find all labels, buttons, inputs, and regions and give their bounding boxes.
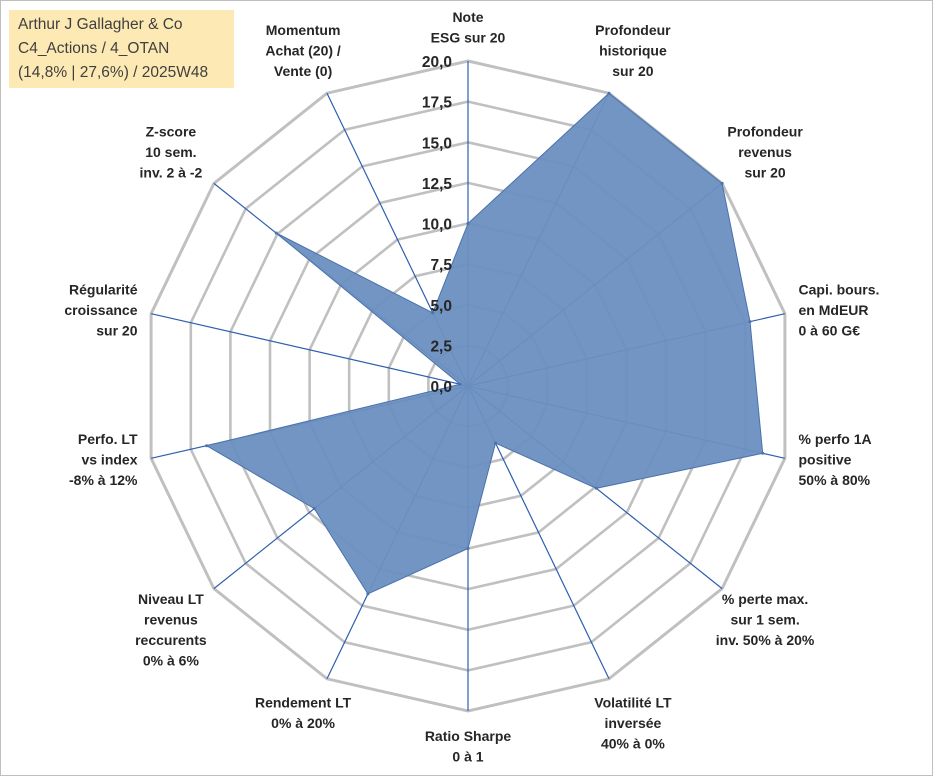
data-point bbox=[312, 507, 316, 511]
category-label: Niveau LT revenus reccurents 0% à 6% bbox=[135, 591, 207, 669]
category-label: Profondeur historique sur 20 bbox=[595, 22, 671, 79]
spoke-line bbox=[150, 313, 469, 387]
tick-label: 7,5 bbox=[430, 257, 452, 274]
tick-label: 5,0 bbox=[430, 298, 452, 315]
category-labels: Note ESG sur 20 Profondeur historique sur 20… bbox=[64, 9, 879, 765]
radial-tick-labels: 0,0 2,5 5,0 7,5 10,0 12,5 15,0 17,5 20,0 bbox=[422, 54, 453, 396]
category-label: % perte max. sur 1 sem. inv. 50% à 20% bbox=[716, 591, 815, 648]
data-point bbox=[205, 444, 209, 448]
category-label: % perfo 1A positive 50% à 80% bbox=[799, 431, 872, 488]
tick-label: 17,5 bbox=[422, 95, 453, 112]
data-point bbox=[594, 486, 598, 490]
tick-label: 0,0 bbox=[430, 379, 452, 396]
title-company: Arthur J Gallagher & Co bbox=[18, 16, 183, 33]
category-label: Ratio Sharpe 0 à 1 bbox=[425, 728, 512, 765]
category-label: Momentum Achat (20) / Vente (0) bbox=[265, 22, 341, 79]
data-point bbox=[366, 592, 370, 596]
data-point bbox=[466, 547, 470, 550]
category-label: Z-score 10 sem. inv. 2 à -2 bbox=[140, 123, 203, 180]
category-label: Régularité croissance sur 20 bbox=[64, 281, 137, 338]
category-label: Profondeur revenus sur 20 bbox=[727, 123, 803, 180]
tick-label: 15,0 bbox=[422, 135, 452, 152]
title-stats: (14,8% | 27,6%) / 2025W48 bbox=[18, 64, 209, 81]
chart-title-box: Arthur J Gallagher & Co C4_Actions / 4_O… bbox=[9, 10, 234, 88]
data-point bbox=[274, 231, 278, 235]
title-portfolio: C4_Actions / 4_OTAN bbox=[18, 40, 170, 57]
data-point bbox=[458, 382, 462, 386]
data-point bbox=[720, 181, 724, 185]
series-area bbox=[205, 92, 764, 595]
tick-label: 12,5 bbox=[422, 176, 453, 193]
data-point bbox=[431, 311, 435, 315]
data-point bbox=[761, 451, 765, 455]
category-label: Rendement LT 0% à 20% bbox=[255, 695, 352, 732]
tick-label: 10,0 bbox=[422, 217, 452, 234]
category-label: Note ESG sur 20 bbox=[431, 9, 506, 46]
data-point bbox=[494, 441, 497, 445]
tick-label: 20,0 bbox=[422, 54, 452, 71]
data-point bbox=[748, 320, 752, 324]
category-label: Capi. bours. en MdEUR 0 à 60 G€ bbox=[799, 281, 880, 338]
category-label: Volatilité LT inversée 40% à 0% bbox=[594, 695, 672, 752]
data-point bbox=[466, 222, 470, 225]
tick-label: 2,5 bbox=[430, 338, 452, 355]
data-point bbox=[607, 91, 611, 95]
category-label: Perfo. LT vs index -8% à 12% bbox=[69, 431, 138, 488]
radar-series bbox=[205, 91, 765, 596]
